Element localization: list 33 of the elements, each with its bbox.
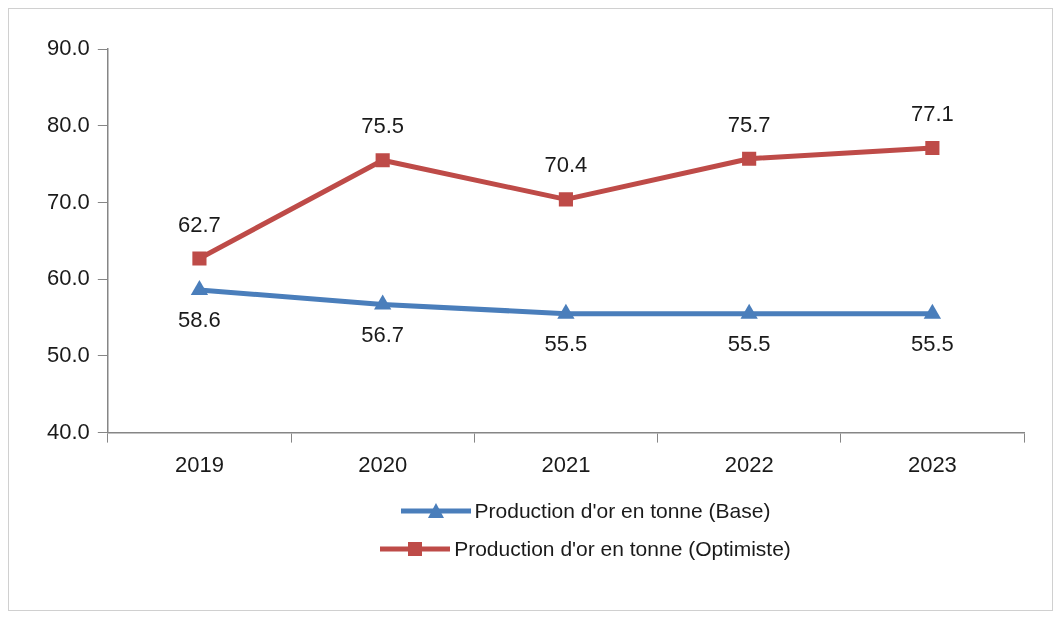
data-label: 75.5 — [361, 113, 405, 139]
point — [923, 303, 942, 319]
point — [192, 251, 207, 266]
point — [374, 294, 392, 310]
y-tick-label: 70.0 — [46, 188, 90, 214]
x-tick-label: 2020 — [358, 451, 408, 477]
legend-label: Production d'or en tonne (Optimiste) — [454, 537, 791, 561]
y-tick-label: 80.0 — [46, 111, 90, 137]
data-label: 56.7 — [361, 321, 405, 347]
data-label: 55.5 — [544, 330, 588, 356]
point — [742, 151, 757, 166]
y-tick-label: 60.0 — [46, 265, 90, 291]
x-tick-label: 2021 — [541, 451, 591, 477]
point — [557, 303, 575, 319]
legend-label: Production d'or en tonne (Base) — [474, 499, 771, 523]
data-label: 70.4 — [544, 152, 588, 178]
point — [190, 279, 209, 295]
data-label: 55.5 — [910, 330, 954, 356]
y-tick-label: 50.0 — [46, 341, 90, 367]
data-label: 62.7 — [178, 211, 221, 237]
point — [740, 303, 758, 319]
data-label: 75.7 — [727, 111, 771, 137]
x-tick-label: 2022 — [724, 451, 774, 477]
data-label: 58.6 — [178, 306, 221, 332]
x-tick-label: 2023 — [907, 451, 957, 477]
data-label: 77.1 — [910, 101, 954, 127]
y-tick-label: 40.0 — [46, 418, 90, 444]
point — [925, 140, 940, 156]
point — [375, 153, 390, 168]
y-tick-label: 90.0 — [46, 35, 90, 61]
x-tick-label: 2019 — [174, 451, 224, 477]
point — [558, 192, 573, 207]
data-label: 55.5 — [727, 330, 771, 356]
